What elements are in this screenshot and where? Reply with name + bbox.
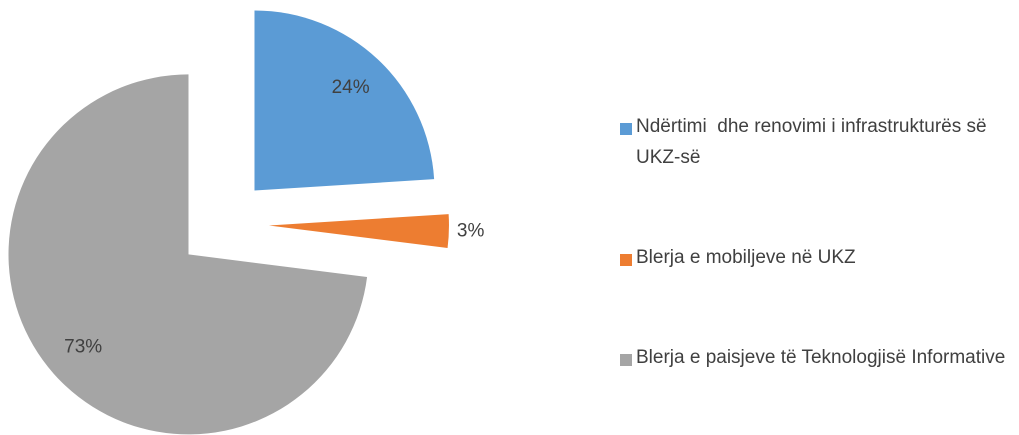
data-label: 24% <box>332 77 370 98</box>
data-label: 73% <box>64 336 102 357</box>
legend-swatch <box>620 253 632 266</box>
legend-item: Blerja e paisjeve të Teknologjisë Inform… <box>620 347 1015 373</box>
pie-slice <box>8 74 368 435</box>
data-label: 3% <box>457 220 485 241</box>
legend-swatch <box>620 353 632 366</box>
legend-label: Blerja e mobiljeve në UKZ <box>636 246 856 268</box>
legend-item: Blerja e mobiljeve në UKZ <box>620 247 1015 273</box>
legend: Ndërtimi dhe renovimi i infrastrukturës … <box>620 80 1015 410</box>
legend-swatch <box>620 123 632 136</box>
pie-slice <box>254 10 435 191</box>
pie-slice <box>268 214 449 249</box>
legend-label: Ndërtimi dhe renovimi i infrastrukturës … <box>636 116 992 169</box>
legend-label: Blerja e paisjeve të Teknologjisë Inform… <box>636 346 1006 368</box>
chart: 24% 3% 73% <box>8 10 485 435</box>
legend-item: Ndërtimi dhe renovimi i infrastrukturës … <box>620 116 1015 173</box>
